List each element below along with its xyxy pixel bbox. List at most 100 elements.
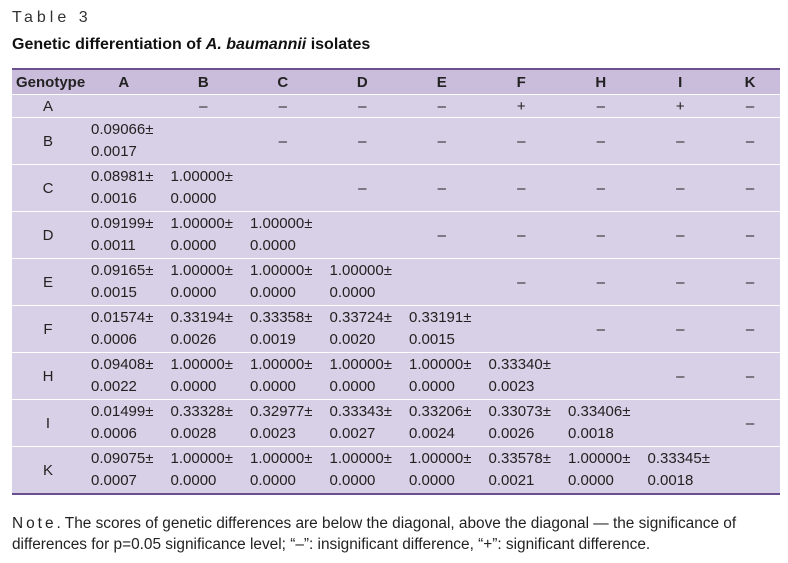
significance-cell: –	[640, 258, 720, 306]
difference-cell: 1.00000± 0.0000	[322, 352, 402, 400]
difference-error: 0.0000	[250, 378, 296, 395]
difference-cell: 0.01574± 0.0006	[84, 305, 164, 353]
difference-value: 0.09075±	[91, 450, 154, 467]
difference-error: 0.0000	[250, 284, 296, 301]
significance-cell: –	[720, 399, 780, 447]
header-col-k: K	[720, 69, 780, 95]
diagonal-cell	[163, 117, 243, 165]
header-col-e: E	[402, 69, 482, 95]
table-row: C 0.08981± 0.0016 1.00000± 0.0000– – – – – –	[12, 164, 780, 212]
difference-error: 0.0023	[250, 425, 296, 442]
difference-error: 0.0000	[329, 472, 376, 489]
diagonal-cell	[481, 305, 561, 353]
difference-error: 0.0000	[329, 378, 376, 395]
difference-cell: 1.00000± 0.0000	[163, 352, 243, 400]
difference-value: 0.08981±	[91, 168, 154, 185]
header-genotype: Genotype	[12, 69, 85, 95]
header-col-f: F	[481, 69, 561, 95]
difference-cell: 1.00000± 0.0000	[322, 446, 402, 494]
significance-cell: –	[322, 164, 402, 212]
row-genotype: I	[12, 399, 84, 447]
difference-value: 0.33406±	[568, 403, 631, 420]
significance-cell: –	[243, 117, 323, 165]
table-label: Table 3	[12, 9, 92, 26]
diagonal-cell	[84, 94, 164, 118]
note-text: . The scores of genetic differences are …	[12, 515, 737, 553]
row-genotype: B	[12, 117, 84, 165]
significance-cell: –	[561, 305, 641, 353]
difference-cell: 1.00000± 0.0000	[243, 211, 323, 259]
difference-cell: 1.00000± 0.0000	[163, 164, 243, 212]
row-genotype: K	[12, 446, 84, 494]
difference-error: 0.0028	[170, 425, 217, 442]
difference-value: 0.33578±	[488, 450, 551, 467]
difference-value: 1.00000±	[329, 356, 392, 373]
header-col-c: C	[243, 69, 323, 95]
difference-error: 0.0021	[488, 472, 535, 489]
difference-error: 0.0006	[91, 425, 137, 442]
table-title: Genetic differentiation of A. baumannii …	[12, 36, 370, 54]
diagonal-cell	[243, 164, 323, 212]
row-genotype: H	[12, 352, 84, 400]
significance-cell: –	[243, 94, 323, 118]
header-row: Genotype A B C D E F H I K	[12, 69, 780, 95]
difference-cell: 0.33578± 0.0021	[481, 446, 561, 494]
row-genotype: A	[12, 94, 84, 118]
significance-cell: –	[561, 94, 641, 118]
difference-cell: 1.00000± 0.0000	[243, 258, 323, 306]
difference-value: 1.00000±	[329, 262, 392, 279]
difference-cell: 1.00000± 0.0000	[402, 446, 482, 494]
diagonal-cell	[322, 211, 402, 259]
difference-value: 1.00000±	[250, 450, 313, 467]
significance-cell: +	[481, 94, 561, 118]
difference-error: 0.0000	[409, 378, 455, 395]
difference-value: 1.00000±	[250, 356, 313, 373]
title-prefix: Genetic differentiation of	[12, 36, 206, 53]
difference-error: 0.0015	[91, 284, 137, 301]
significance-cell: –	[481, 117, 561, 165]
difference-cell: 0.33206± 0.0024	[402, 399, 482, 447]
difference-cell: 1.00000± 0.0000	[163, 446, 243, 494]
significance-cell: –	[720, 305, 780, 353]
significance-cell: –	[481, 211, 561, 259]
header-col-d: D	[322, 69, 402, 95]
difference-value: 1.00000±	[170, 262, 233, 279]
difference-value: 1.00000±	[409, 450, 472, 467]
difference-error: 0.0026	[488, 425, 535, 442]
difference-error: 0.0000	[250, 237, 296, 254]
significance-cell: –	[561, 258, 641, 306]
significance-cell: –	[720, 94, 780, 118]
diagonal-cell	[561, 352, 641, 400]
significance-cell: –	[640, 117, 720, 165]
difference-error: 0.0016	[91, 190, 137, 207]
significance-cell: –	[640, 164, 720, 212]
difference-error: 0.0026	[170, 331, 217, 348]
difference-error: 0.0011	[91, 237, 136, 254]
difference-cell: 1.00000± 0.0000	[322, 258, 402, 306]
difference-cell: 1.00000± 0.0000	[243, 446, 323, 494]
difference-cell: 0.09066± 0.0017	[84, 117, 164, 165]
difference-value: 0.09066±	[91, 121, 154, 138]
difference-cell: 0.33191± 0.0015	[402, 305, 482, 353]
difference-value: 1.00000±	[170, 356, 233, 373]
significance-cell: –	[720, 164, 780, 212]
difference-cell: 0.09408± 0.0022	[84, 352, 164, 400]
differentiation-table: Genotype A B C D E F H I K A – – – – + – + – B 0.09066± 0.00…	[12, 68, 780, 495]
difference-value: 0.33340±	[488, 356, 551, 373]
difference-value: 0.09165±	[91, 262, 154, 279]
row-genotype: E	[12, 258, 84, 306]
table-row: I 0.01499± 0.0006 0.33328± 0.0028 0.32977± 0.0…	[12, 399, 780, 447]
difference-cell: 0.33345± 0.0018	[640, 446, 720, 494]
significance-cell: –	[561, 164, 641, 212]
difference-value: 0.33328±	[170, 403, 233, 420]
difference-value: 0.01574±	[91, 309, 154, 326]
difference-cell: 1.00000± 0.0000	[243, 352, 323, 400]
table-row: F 0.01574± 0.0006 0.33194± 0.0026 0.33358± 0.0…	[12, 305, 780, 353]
difference-error: 0.0000	[170, 237, 217, 254]
difference-value: 0.33206±	[409, 403, 472, 420]
table-row: H 0.09408± 0.0022 1.00000± 0.0000 1.00000± 0.0…	[12, 352, 780, 400]
difference-cell: 0.33340± 0.0023	[481, 352, 561, 400]
significance-cell: –	[720, 117, 780, 165]
significance-cell: –	[561, 117, 641, 165]
difference-cell: 0.01499± 0.0006	[84, 399, 164, 447]
